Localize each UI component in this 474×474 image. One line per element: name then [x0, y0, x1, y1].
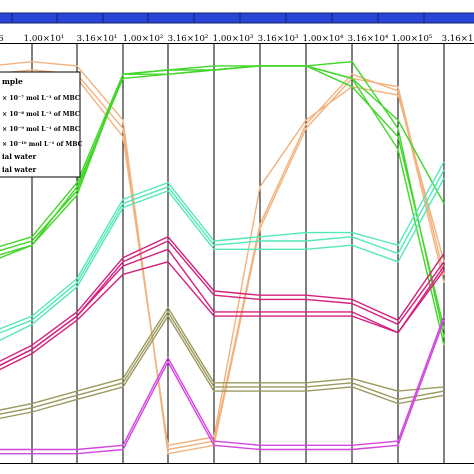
- series-line[interactable]: [0, 248, 445, 370]
- series-line[interactable]: [0, 315, 445, 451]
- axis-tick-label: 3.16×10³: [258, 34, 299, 44]
- axis-tick-label: 3.16×10¹: [77, 34, 118, 44]
- series-line[interactable]: [0, 315, 445, 420]
- axis-tick-label: 1.00×10²: [123, 34, 164, 44]
- series-line[interactable]: [0, 319, 445, 455]
- axis-range-bar[interactable]: [423, 12, 474, 24]
- legend: mple × 10⁻⁷ mol L⁻¹ of MBC × 10⁻⁸ mol L⁻…: [0, 71, 83, 178]
- series-line[interactable]: [0, 65, 445, 329]
- axis-tick-labels: 6 1.00×10¹ 3.16×10¹ 1.00×10² 3.16×10² 1.00×10…: [0, 34, 474, 44]
- legend-box: [0, 71, 81, 178]
- axis-tick-label: 3.16×10⁴: [348, 34, 389, 44]
- legend-entry: mple: [2, 77, 23, 86]
- legend-entry: ial water: [2, 152, 37, 161]
- series-line[interactable]: [0, 307, 445, 412]
- axis-range-bars[interactable]: [0, 12, 474, 24]
- axis-tick-label: 3.16×10²: [168, 34, 209, 44]
- series-line[interactable]: [0, 169, 445, 337]
- legend-entry: ial water: [2, 165, 37, 174]
- data-series[interactable]: [0, 61, 445, 455]
- axis-tick-label: 1.00×10⁵: [392, 34, 433, 44]
- legend-entry: × 10⁻⁸ mol L⁻¹ of MBC: [2, 111, 80, 118]
- series-line[interactable]: [0, 161, 445, 333]
- axis-tick-label: 3.16×10⁵: [442, 34, 474, 44]
- axis-tick-label: 6: [0, 34, 4, 44]
- series-line[interactable]: [0, 236, 445, 366]
- series-line[interactable]: [0, 261, 445, 375]
- series-line[interactable]: [0, 311, 445, 416]
- series-line[interactable]: [0, 65, 445, 249]
- legend-entry: × 10⁻⁷ mol L⁻¹ of MBC: [2, 95, 80, 102]
- legend-entry: × 10⁻¹⁰ mol L⁻¹ of MBC: [2, 141, 83, 148]
- axis-tick-label: 1.00×10³: [213, 34, 254, 44]
- parallel-axes: [31, 43, 445, 463]
- legend-entry: × 10⁻⁹ mol L⁻¹ of MBC: [2, 126, 80, 133]
- axis-tick-label: 1.00×10¹: [24, 34, 65, 44]
- axis-tick-label: 1.00×10⁴: [303, 34, 344, 44]
- series-line[interactable]: [0, 178, 445, 345]
